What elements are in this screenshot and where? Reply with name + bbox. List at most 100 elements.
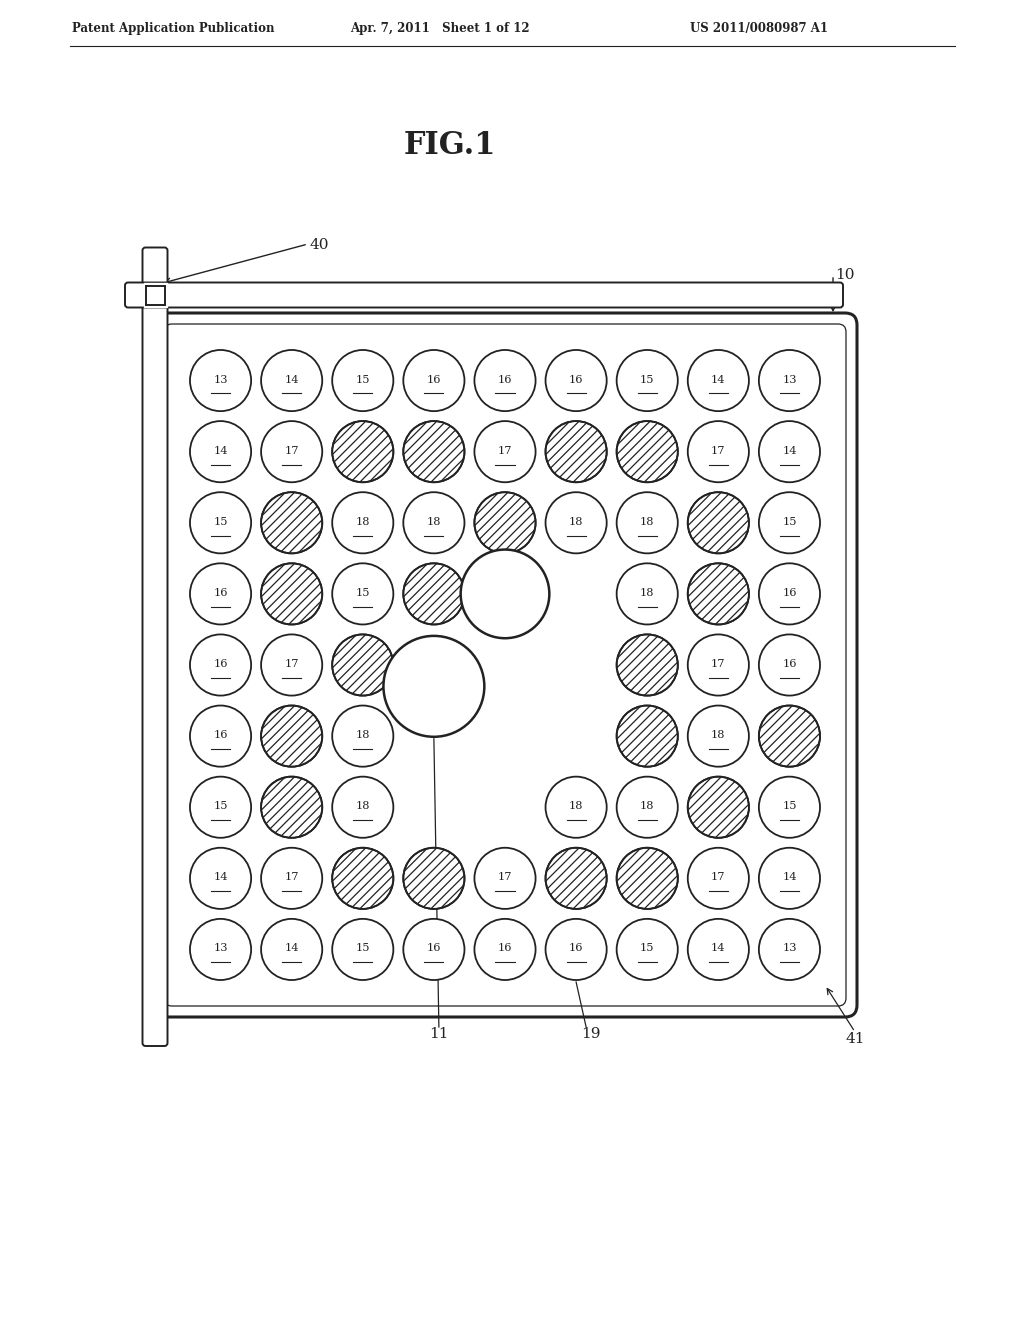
Circle shape: [688, 847, 749, 909]
Circle shape: [616, 350, 678, 411]
Circle shape: [616, 776, 678, 838]
Text: 16: 16: [782, 587, 797, 598]
Circle shape: [403, 564, 465, 624]
Text: 18: 18: [640, 516, 654, 527]
Circle shape: [616, 705, 678, 767]
Circle shape: [688, 635, 749, 696]
Text: 10: 10: [835, 268, 854, 282]
Text: 15: 15: [782, 516, 797, 527]
Circle shape: [616, 919, 678, 979]
Circle shape: [759, 635, 820, 696]
Text: 11: 11: [429, 1027, 449, 1041]
Text: 16: 16: [569, 944, 584, 953]
Circle shape: [688, 776, 749, 838]
Circle shape: [546, 421, 606, 482]
Circle shape: [403, 350, 465, 411]
Text: 17: 17: [711, 873, 726, 882]
Text: 18: 18: [355, 801, 370, 812]
Text: 17: 17: [711, 446, 726, 455]
Circle shape: [759, 919, 820, 979]
Text: FIG.1: FIG.1: [403, 129, 497, 161]
Circle shape: [759, 350, 820, 411]
Text: 17: 17: [498, 873, 512, 882]
Text: 15: 15: [355, 944, 370, 953]
Circle shape: [759, 492, 820, 553]
Text: 17: 17: [498, 446, 512, 455]
Text: 15: 15: [640, 375, 654, 384]
Circle shape: [190, 492, 251, 553]
Text: 17: 17: [285, 659, 299, 669]
Text: 14: 14: [782, 446, 797, 455]
Text: 18: 18: [427, 516, 441, 527]
Text: 14: 14: [213, 873, 227, 882]
Text: 16: 16: [427, 944, 441, 953]
Circle shape: [546, 776, 606, 838]
Text: 14: 14: [213, 446, 227, 455]
Circle shape: [261, 350, 323, 411]
Circle shape: [261, 919, 323, 979]
Bar: [143, 284, 167, 306]
Circle shape: [474, 919, 536, 979]
Circle shape: [616, 635, 678, 696]
Text: 16: 16: [213, 587, 227, 598]
Circle shape: [261, 492, 323, 553]
Circle shape: [759, 705, 820, 767]
Circle shape: [190, 847, 251, 909]
Circle shape: [759, 847, 820, 909]
Text: 15: 15: [355, 375, 370, 384]
Circle shape: [688, 919, 749, 979]
Circle shape: [190, 776, 251, 838]
Circle shape: [332, 705, 393, 767]
Text: 17: 17: [285, 446, 299, 455]
Text: 16: 16: [213, 659, 227, 669]
Circle shape: [688, 492, 749, 553]
Circle shape: [474, 847, 536, 909]
Circle shape: [688, 705, 749, 767]
Text: 14: 14: [711, 944, 726, 953]
Circle shape: [616, 847, 678, 909]
Circle shape: [403, 492, 465, 553]
Circle shape: [261, 635, 323, 696]
Text: 18: 18: [569, 516, 584, 527]
Text: 41: 41: [845, 1032, 864, 1045]
Circle shape: [332, 776, 393, 838]
Circle shape: [403, 919, 465, 979]
Circle shape: [332, 421, 393, 482]
Circle shape: [616, 421, 678, 482]
Circle shape: [383, 636, 484, 737]
Text: 13: 13: [213, 375, 227, 384]
Circle shape: [332, 635, 393, 696]
Text: 14: 14: [782, 873, 797, 882]
Text: 18: 18: [640, 587, 654, 598]
Circle shape: [688, 421, 749, 482]
Circle shape: [190, 350, 251, 411]
Circle shape: [546, 847, 606, 909]
Circle shape: [546, 492, 606, 553]
Circle shape: [403, 421, 465, 482]
Text: 18: 18: [711, 730, 726, 741]
Text: 17: 17: [285, 873, 299, 882]
Text: 15: 15: [213, 801, 227, 812]
Text: 18: 18: [569, 801, 584, 812]
Circle shape: [616, 492, 678, 553]
Circle shape: [546, 350, 606, 411]
Text: 13: 13: [782, 375, 797, 384]
Text: Apr. 7, 2011   Sheet 1 of 12: Apr. 7, 2011 Sheet 1 of 12: [350, 22, 529, 36]
Circle shape: [261, 421, 323, 482]
Text: 15: 15: [782, 801, 797, 812]
Circle shape: [190, 421, 251, 482]
Text: 16: 16: [569, 375, 584, 384]
Circle shape: [688, 350, 749, 411]
Circle shape: [688, 564, 749, 624]
Circle shape: [261, 776, 323, 838]
Circle shape: [474, 421, 536, 482]
FancyBboxPatch shape: [142, 248, 168, 1045]
Circle shape: [332, 492, 393, 553]
Circle shape: [474, 350, 536, 411]
Circle shape: [190, 635, 251, 696]
Text: US 2011/0080987 A1: US 2011/0080987 A1: [690, 22, 828, 36]
Text: 15: 15: [213, 516, 227, 527]
Circle shape: [190, 564, 251, 624]
Text: 16: 16: [498, 944, 512, 953]
Text: 15: 15: [355, 587, 370, 598]
